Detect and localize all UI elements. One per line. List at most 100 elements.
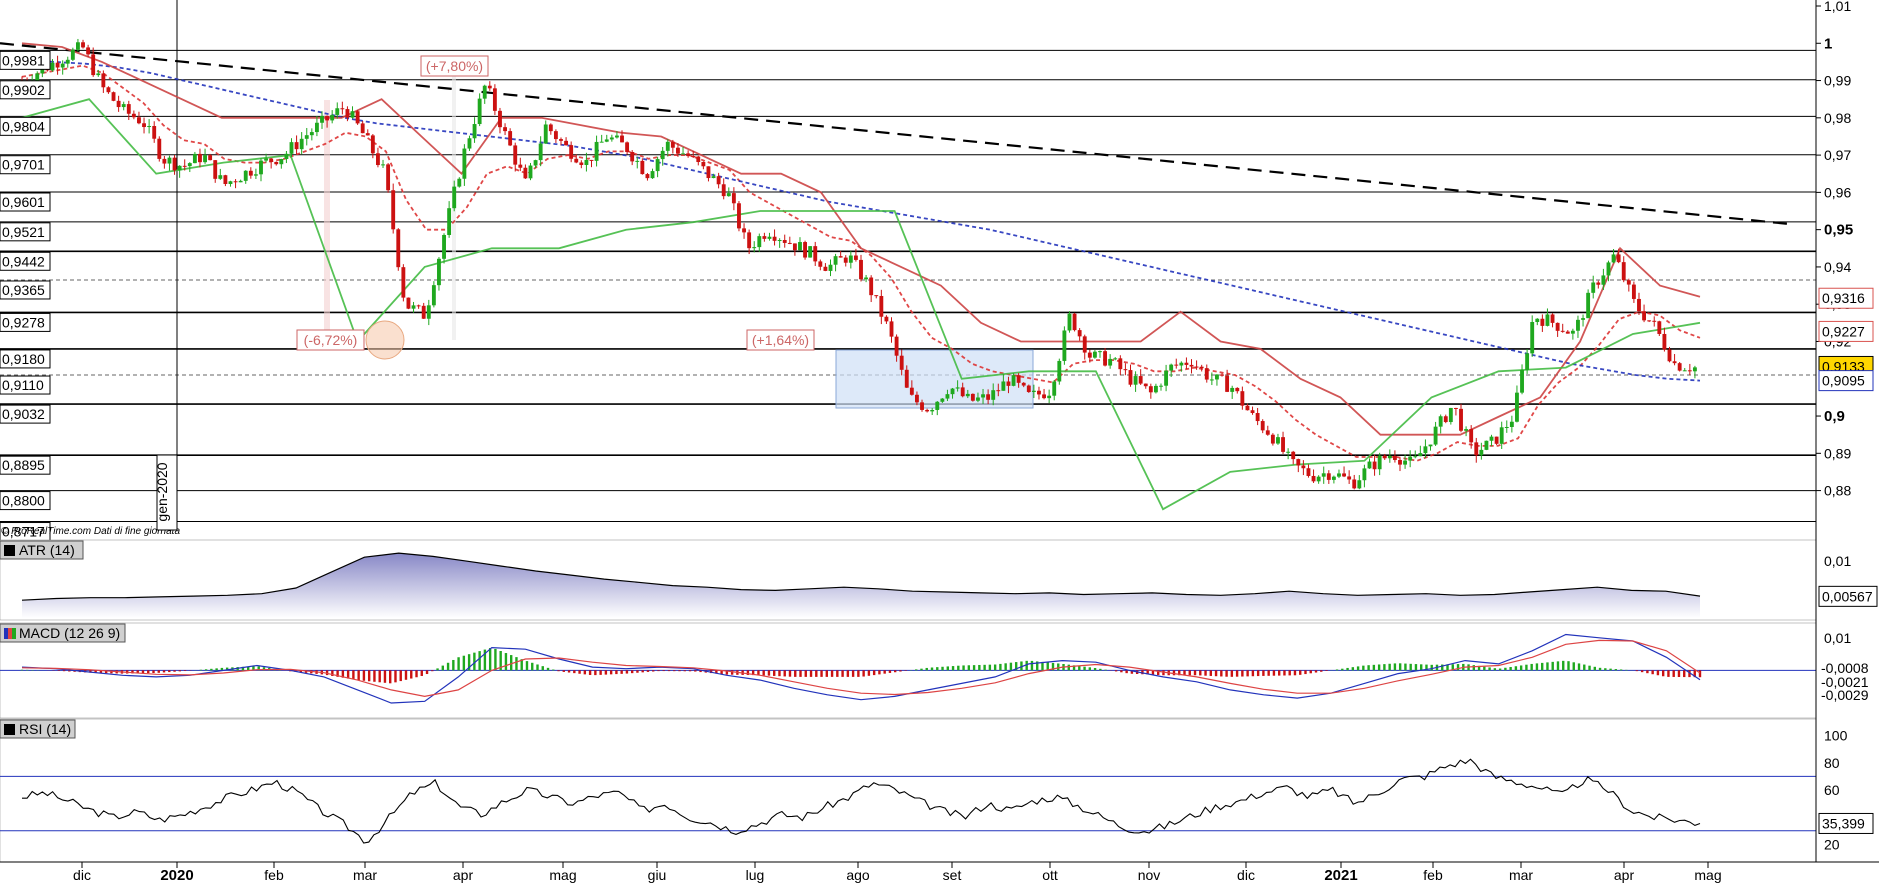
candle-body: [1220, 374, 1224, 376]
candle-body: [1281, 437, 1285, 452]
candle-body: [294, 142, 299, 150]
candle-body: [437, 258, 441, 286]
candle-body: [548, 124, 553, 132]
atr-panel[interactable]: 0,01 0,00567 ATR (14): [0, 539, 1878, 621]
candle-body: [1667, 349, 1672, 362]
candle-body: [1489, 436, 1494, 441]
candle-body: [1560, 330, 1565, 332]
candle-body: [243, 170, 248, 181]
candle-body: [1428, 444, 1433, 447]
price-value-tag-box: [1818, 320, 1874, 342]
candle-body: [920, 402, 924, 410]
candle-body: [625, 142, 630, 153]
price-tick-label: 1,01: [1824, 0, 1851, 14]
x-tick-label: 2020: [160, 867, 193, 883]
rsi-tick-label: 80: [1824, 755, 1840, 771]
macd-swatch-red: [8, 628, 12, 639]
level-label-box: [0, 155, 51, 175]
x-tick-label: feb: [1423, 867, 1443, 883]
candle-body: [635, 160, 640, 162]
candle-body: [798, 242, 802, 251]
candle-body: [1047, 395, 1052, 399]
candle-body: [1123, 369, 1128, 371]
candle-body: [86, 47, 91, 55]
candle-body: [1677, 363, 1682, 371]
candle-body: [406, 297, 411, 309]
candle-body: [874, 295, 879, 297]
candle-body: [1342, 473, 1346, 477]
candle-body: [614, 135, 619, 138]
candle-body: [599, 141, 604, 143]
candle-body: [396, 229, 401, 268]
candle-body: [381, 164, 385, 166]
rsi-panel[interactable]: 100 80 60 20 35,399 RSI (14): [0, 718, 1874, 863]
candle-body: [676, 147, 680, 154]
candle-body: [772, 236, 777, 241]
candle-body: [925, 409, 930, 412]
candle-body: [360, 123, 365, 134]
level-label-box: [0, 50, 51, 70]
candle-body: [345, 109, 350, 118]
candle-body: [1235, 387, 1240, 392]
candle-body: [442, 234, 446, 259]
candle-body: [314, 122, 319, 133]
candle-body: [177, 165, 182, 171]
candle-body: [1443, 416, 1448, 423]
candle-body: [76, 42, 80, 50]
candle-body: [777, 240, 782, 242]
macd-panel[interactable]: 0,01 -0,0008-0,0021-0,0029 MACD (12 26 9): [0, 622, 1869, 719]
x-tick-label: set: [943, 867, 962, 883]
candle-body: [477, 98, 482, 125]
candle-body: [1433, 426, 1438, 445]
candle-body: [747, 232, 752, 249]
x-tick-label: mag: [549, 867, 576, 883]
candle-body: [1296, 459, 1301, 466]
candle-body: [1326, 473, 1331, 480]
supertrend-lower-line: [21, 98, 1701, 511]
candle-body: [365, 133, 370, 136]
candle-body: [1199, 366, 1204, 369]
candle-body: [274, 161, 279, 165]
candle-body: [167, 157, 172, 164]
candle-body: [1464, 429, 1469, 431]
candle-body: [1479, 449, 1484, 456]
candle-body: [1042, 394, 1046, 399]
candle-body: [203, 155, 207, 163]
atr-swatch: [4, 545, 15, 556]
candle-body: [650, 171, 655, 179]
candle-body: [1601, 275, 1606, 285]
candle-body: [299, 138, 304, 150]
candle-body: [716, 176, 721, 185]
macd-swatch-green: [12, 628, 16, 639]
level-label: 0,9365: [2, 282, 45, 298]
candle-body: [111, 92, 116, 101]
candle-body: [620, 135, 624, 143]
x-tick-label: mar: [1509, 867, 1533, 883]
x-axis: dic 2020 feb mar apr mag giu lug ago set ott nov dic…: [0, 861, 1879, 884]
rsi-value-tag: 35,399: [1822, 815, 1865, 831]
candle-body: [1581, 318, 1585, 320]
candle-body: [681, 153, 685, 155]
candle-body: [787, 242, 792, 244]
candle-body: [1225, 375, 1230, 392]
candle-body: [955, 387, 960, 389]
level-label-box: [0, 280, 51, 300]
candle-body: [1652, 320, 1657, 322]
x-tick-label: dic: [73, 867, 91, 883]
candle-body: [91, 54, 96, 76]
candle-body: [1398, 459, 1402, 465]
candle-body: [1570, 330, 1575, 334]
candle-body: [1194, 366, 1199, 368]
candle-body: [452, 186, 457, 209]
candle-body: [1138, 376, 1143, 384]
candle-body: [559, 139, 563, 141]
annotation-box: [420, 55, 489, 77]
price-panel[interactable]: (+7,80%) (-6,72%) (+1,64%) 0,9981 0,9902 0,9…: [0, 0, 1816, 542]
candle-body: [1408, 456, 1413, 461]
candle-body: [737, 203, 741, 229]
candle-body: [1230, 387, 1235, 392]
candle-body: [909, 387, 914, 395]
candle-body: [1133, 376, 1138, 385]
candle-body: [1499, 427, 1504, 444]
